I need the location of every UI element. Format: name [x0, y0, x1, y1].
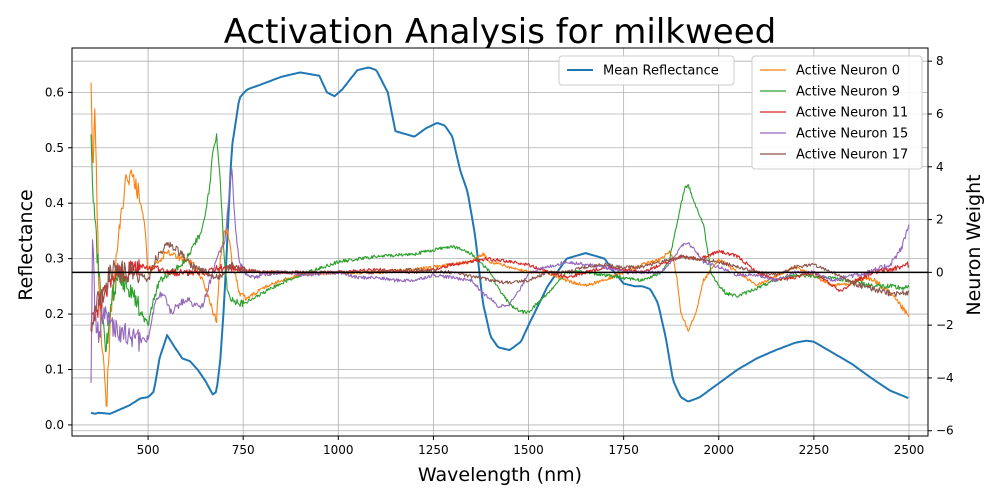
- legend-label-active-neuron-0: Active Neuron 0: [796, 64, 900, 79]
- y-right-axis-ticks: −6 −4 −2 0 2 4 6 8: [928, 54, 954, 438]
- y-right-tick-label-6: 6: [936, 107, 944, 121]
- y-left-tick-label-0: 0.0: [45, 418, 64, 432]
- y-right-tick-label-0: −6: [936, 424, 954, 438]
- x-axis-ticks: 500 750 1000 1250 1500 1750 2000 2250 2500: [137, 436, 925, 457]
- y-left-axis-ticks: 0.0 0.1 0.2 0.3 0.4 0.5 0.6: [45, 85, 72, 432]
- legend-box: [751, 55, 923, 170]
- x-tick-label-8: 2500: [894, 443, 925, 457]
- series-layer: [72, 66, 928, 415]
- x-tick-label-6: 2000: [703, 443, 734, 457]
- y-left-tick-label-2: 0.2: [45, 307, 64, 321]
- series-active-neuron-15: [90, 168, 910, 383]
- legend-label-active-neuron-17: Active Neuron 17: [796, 148, 908, 163]
- y-right-tick-label-2: −2: [936, 318, 954, 332]
- x-tick-label-7: 2250: [799, 443, 830, 457]
- y-right-axis-label: Neuron Weight: [963, 174, 985, 315]
- y-left-tick-label-6: 0.6: [45, 85, 64, 99]
- y-right-tick-label-1: −4: [936, 371, 954, 385]
- legend-label-mean-reflectance: Mean Reflectance: [603, 64, 719, 79]
- legend-label-active-neuron-11: Active Neuron 11: [796, 106, 908, 121]
- series-mean-reflectance: [90, 66, 909, 415]
- x-tick-label-0: 500: [137, 443, 160, 457]
- x-tick-label-4: 1500: [513, 443, 544, 457]
- y-left-tick-label-4: 0.4: [45, 196, 64, 210]
- y-left-tick-label-5: 0.5: [45, 141, 64, 155]
- legend-box: [558, 55, 735, 86]
- y-right-tick-label-7: 8: [936, 54, 944, 68]
- series-active-neuron-17: [90, 241, 910, 333]
- legend-label-active-neuron-15: Active Neuron 15: [796, 127, 908, 142]
- x-tick-label-1: 750: [232, 443, 255, 457]
- x-tick-label-5: 1750: [608, 443, 639, 457]
- y-right-tick-label-3: 0: [936, 265, 944, 279]
- series-active-neuron-9: [90, 133, 910, 353]
- y-right-tick-label-4: 2: [936, 213, 944, 227]
- axes-frame: [71, 47, 929, 437]
- y-left-axis-label: Reflectance: [15, 189, 37, 300]
- chart-title: Activation Analysis for milkweed: [224, 12, 776, 52]
- x-axis-label: Wavelength (nm): [418, 464, 582, 486]
- y-left-tick-label-1: 0.1: [45, 362, 64, 376]
- axes-border: [71, 47, 929, 437]
- legend-mean-reflectance: Mean Reflectance: [558, 55, 735, 86]
- x-tick-label-2: 1000: [323, 443, 354, 457]
- y-left-tick-label-3: 0.3: [45, 252, 64, 266]
- legend-active-neurons: Active Neuron 0 Active Neuron 9 Active Neu…: [751, 55, 923, 170]
- y-right-tick-label-5: 4: [936, 160, 944, 174]
- x-tick-label-3: 1250: [418, 443, 449, 457]
- legend-label-active-neuron-9: Active Neuron 9: [796, 85, 900, 100]
